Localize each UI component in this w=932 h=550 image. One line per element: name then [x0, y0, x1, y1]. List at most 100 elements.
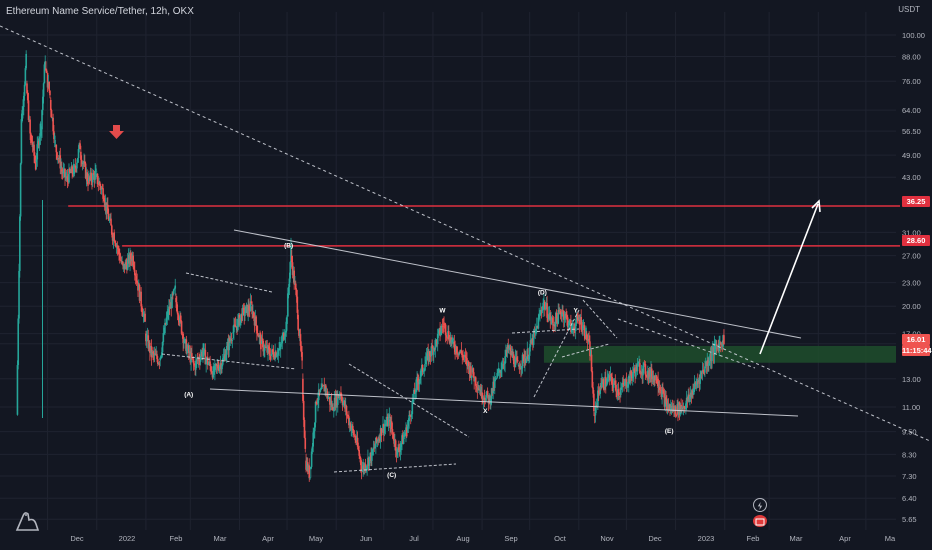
candle-body-790 — [643, 363, 645, 366]
candle-body-425 — [353, 435, 356, 437]
candle-body-513 — [423, 370, 426, 372]
candle-body-663 — [542, 302, 544, 311]
last-price-badge: 16.01 — [902, 334, 930, 345]
candle-body-424 — [352, 429, 355, 436]
candle-body-270 — [230, 339, 233, 341]
candle-body-499 — [412, 399, 414, 402]
candle-body-157 — [141, 306, 143, 313]
candle-body-216 — [187, 345, 190, 354]
candle-body-195 — [171, 293, 173, 309]
candle-body-754 — [614, 380, 617, 385]
candle-body-527 — [434, 340, 437, 350]
candle-body-548 — [451, 339, 453, 343]
time-tick-5: May — [309, 534, 323, 543]
candle-body-489 — [404, 434, 406, 436]
candle-body-430 — [357, 446, 360, 451]
candle-body-340 — [286, 316, 288, 324]
resistance-2-badge: 28.60 — [902, 235, 930, 246]
candle-body-712 — [581, 329, 583, 331]
price-tick-19: 7.30 — [902, 472, 917, 481]
candle-body-56 — [61, 169, 63, 172]
candle-body-296 — [251, 306, 253, 315]
candle-body-104 — [99, 182, 101, 186]
candle-body-46 — [53, 131, 55, 140]
candle-body-501 — [413, 389, 416, 394]
candle-body-55 — [60, 165, 62, 169]
candle-body-116 — [108, 219, 111, 221]
candle-body-447 — [371, 448, 373, 461]
candle-body-645 — [528, 355, 530, 360]
long-downtrend-line — [0, 25, 931, 442]
candle-body-382 — [319, 389, 322, 393]
candle-body-288 — [245, 306, 247, 313]
candle-body-614 — [503, 363, 506, 365]
candle-body-368 — [308, 465, 311, 479]
time-tick-3: Mar — [214, 534, 227, 543]
candle-body-843 — [685, 403, 687, 410]
price-tick-8: 31.00 — [902, 228, 921, 237]
candle-body-327 — [275, 355, 278, 357]
candle-body-184 — [162, 333, 165, 343]
candle-body-310 — [262, 340, 265, 352]
candle-body-737 — [601, 381, 603, 388]
candle-body-201 — [176, 302, 178, 312]
candle-body-631 — [516, 360, 519, 362]
wave-label-7: (E) — [665, 428, 674, 435]
candle-body-409 — [340, 395, 343, 402]
candle-body-679 — [555, 312, 557, 327]
time-axis[interactable]: Dec 2022 Feb Mar Apr May Jun Jul Aug Sep Oct Nov Dec… — [70, 534, 896, 543]
candle-body-800 — [650, 368, 653, 380]
flag-d-bottom — [561, 343, 610, 358]
candle-body-660 — [539, 310, 542, 315]
price-tick-18: 8.30 — [902, 450, 917, 459]
candle-body-498 — [411, 401, 414, 415]
candle-body-778 — [633, 368, 636, 372]
candle-body-726 — [592, 387, 594, 394]
candle-body-107 — [101, 187, 104, 189]
candle-body-234 — [202, 350, 204, 357]
candle-body-102 — [97, 183, 100, 185]
candle-body-557 — [458, 351, 460, 355]
candle-body-814 — [662, 389, 664, 391]
candle-body-50 — [56, 152, 58, 159]
candle-body-351 — [294, 283, 297, 290]
candle-body-343 — [288, 278, 291, 287]
resistance-1-badge: 36.25 — [902, 196, 930, 207]
candle-body-514 — [424, 364, 426, 371]
candle-body-371 — [310, 451, 313, 467]
candle-body-5 — [20, 119, 23, 164]
candle-body-733 — [597, 390, 600, 393]
upper-triangle-line — [233, 229, 802, 339]
candle-body-42 — [49, 99, 52, 111]
candle-body-326 — [275, 351, 277, 357]
time-tick-6: Jun — [360, 534, 372, 543]
candle-body-302 — [256, 325, 258, 334]
projection-arrow-head — [811, 199, 821, 213]
candle-body-431 — [358, 450, 360, 456]
wave-label-3: W — [439, 308, 446, 315]
candle-body-298 — [252, 311, 255, 318]
candle-body-791 — [643, 363, 646, 365]
price-axis[interactable]: 100.00 88.00 76.00 64.00 56.50 49.00 43.00 31.0… — [902, 31, 925, 524]
candle-body-334 — [281, 337, 284, 344]
candle-body-225 — [195, 360, 197, 370]
candle-body-360 — [302, 378, 304, 401]
projection-arrow-line — [759, 203, 819, 355]
events-icon[interactable] — [753, 515, 767, 527]
candle-body-739 — [602, 379, 605, 389]
time-tick-1: 2022 — [119, 534, 136, 543]
candle-body-519 — [428, 351, 430, 362]
candle-body-441 — [366, 465, 368, 468]
candle-body-260 — [222, 356, 225, 361]
candle-body-882 — [716, 344, 718, 347]
flash-icon[interactable] — [753, 498, 767, 512]
tradingview-logo-icon[interactable] — [14, 508, 40, 532]
candle-body-263 — [225, 354, 227, 361]
candle-body-560 — [460, 350, 463, 354]
candle-body-318 — [268, 349, 271, 356]
candle-body-539 — [444, 324, 446, 325]
candle-body-511 — [421, 364, 424, 372]
candle-body-452 — [375, 437, 377, 447]
candle-body-169 — [150, 346, 153, 358]
